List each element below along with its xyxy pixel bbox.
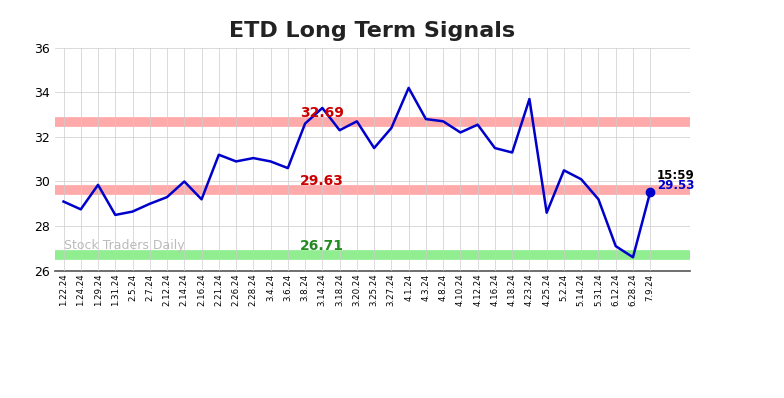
Text: 32.69: 32.69 xyxy=(299,106,343,120)
Text: Stock Traders Daily: Stock Traders Daily xyxy=(64,239,184,252)
Text: 15:59: 15:59 xyxy=(657,169,695,182)
Title: ETD Long Term Signals: ETD Long Term Signals xyxy=(230,21,515,41)
Text: 29.63: 29.63 xyxy=(299,174,343,188)
Text: 26.71: 26.71 xyxy=(299,239,343,253)
Text: 29.53: 29.53 xyxy=(657,179,695,191)
